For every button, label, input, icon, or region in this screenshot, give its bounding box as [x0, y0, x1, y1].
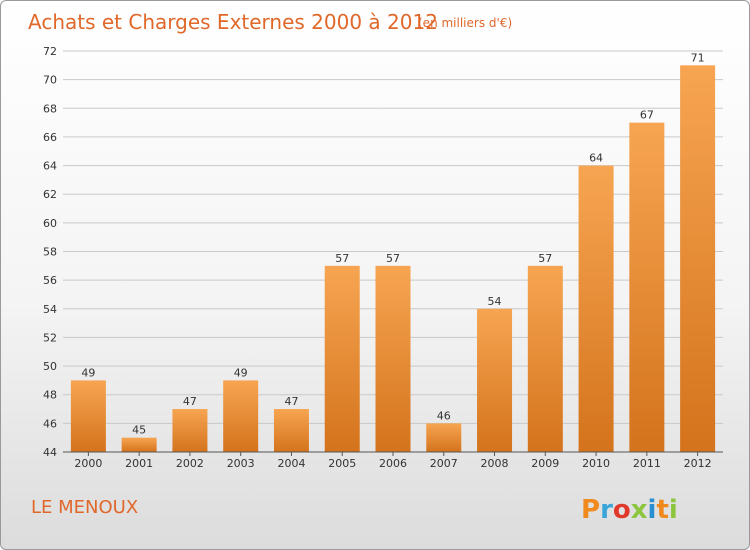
bar-2000 [70, 380, 106, 452]
value-label-2009: 57 [538, 252, 552, 265]
y-tick-label: 48 [43, 389, 57, 402]
y-tick-label: 72 [43, 45, 57, 58]
value-label-2005: 57 [335, 252, 349, 265]
place-name: LE MENOUX [31, 497, 138, 518]
value-label-2000: 49 [81, 366, 95, 379]
value-label-2003: 49 [234, 366, 248, 379]
bar-2008 [477, 308, 513, 452]
bar-2005 [324, 265, 360, 452]
logo-letter: r [600, 495, 613, 525]
logo-letter: t [656, 495, 668, 525]
x-tick-label: 2008 [481, 457, 509, 470]
proxiti-logo: Proxiti [581, 495, 678, 525]
bar-2010 [578, 165, 614, 453]
y-tick-label: 62 [43, 188, 57, 201]
bar-2009 [527, 265, 563, 452]
x-tick-label: 2007 [430, 457, 458, 470]
y-tick-label: 44 [43, 446, 57, 459]
value-label-2007: 46 [437, 409, 451, 422]
bar-2003 [223, 380, 259, 452]
logo-letter: i [669, 495, 678, 525]
logo-letter: P [581, 495, 600, 525]
bar-2011 [629, 122, 665, 452]
y-tick-label: 52 [43, 331, 57, 344]
y-tick-label: 66 [43, 131, 57, 144]
chart-subtitle: (en milliers d'€) [418, 16, 512, 30]
value-label-2011: 67 [640, 109, 654, 122]
y-tick-label: 54 [43, 303, 57, 316]
logo-letter: o [613, 495, 631, 525]
value-label-2012: 71 [691, 51, 705, 64]
bar-2001 [121, 437, 157, 452]
y-tick-label: 60 [43, 217, 57, 230]
bar-2006 [375, 265, 411, 452]
x-tick-label: 2009 [531, 457, 559, 470]
y-tick-label: 50 [43, 360, 57, 373]
y-tick-label: 68 [43, 102, 57, 115]
y-axis-ticks: 44 46 48 50 52 54 56 58 60 62 64 66 68 70 72 [43, 45, 57, 459]
x-tick-label: 2010 [582, 457, 610, 470]
value-label-2006: 57 [386, 252, 400, 265]
x-tick-label: 2006 [379, 457, 407, 470]
y-tick-label: 70 [43, 74, 57, 87]
x-tick-label: 2001 [125, 457, 153, 470]
x-axis-ticks: 2000 2001 2002 2003 2004 2005 2006 2007 2008 2009… [74, 452, 712, 470]
bars: 49 45 47 49 47 57 57 46 54 57 64 67 71 [70, 51, 716, 453]
bar-2002 [172, 409, 208, 452]
bar-2007 [426, 423, 462, 452]
y-tick-label: 64 [43, 160, 57, 173]
bar-2012 [680, 65, 716, 453]
x-tick-label: 2004 [277, 457, 305, 470]
x-tick-label: 2005 [328, 457, 356, 470]
x-tick-label: 2012 [684, 457, 712, 470]
logo-letter: x [631, 495, 648, 525]
value-label-2004: 47 [284, 395, 298, 408]
logo-letter: i [648, 495, 657, 525]
value-label-2002: 47 [183, 395, 197, 408]
value-label-2008: 54 [488, 295, 502, 308]
y-tick-label: 58 [43, 246, 57, 259]
x-tick-label: 2000 [74, 457, 102, 470]
x-tick-label: 2003 [227, 457, 255, 470]
x-tick-label: 2011 [633, 457, 661, 470]
y-tick-label: 56 [43, 274, 57, 287]
value-label-2001: 45 [132, 424, 146, 437]
chart-title: Achats et Charges Externes 2000 à 2012 [28, 10, 438, 34]
x-tick-label: 2002 [176, 457, 204, 470]
bar-2004 [273, 409, 309, 452]
value-label-2010: 64 [589, 152, 603, 165]
y-tick-label: 46 [43, 417, 57, 430]
